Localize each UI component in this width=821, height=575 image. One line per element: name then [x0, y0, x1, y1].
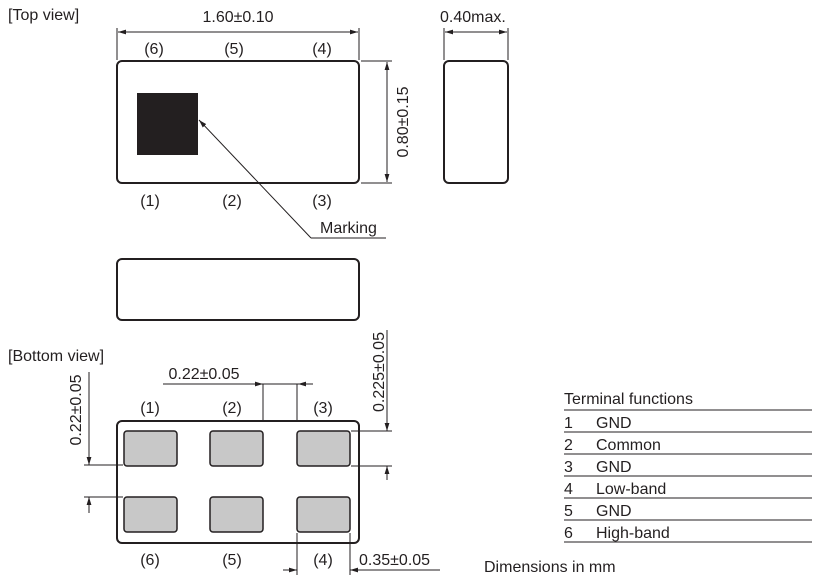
- pad-5: [209, 496, 264, 533]
- top-pin-4: (4): [312, 41, 332, 58]
- marking-square: [137, 93, 198, 155]
- package-side-body: [443, 60, 509, 184]
- table-row: 4 Low-band: [564, 481, 666, 498]
- pad-3: [296, 430, 351, 467]
- top-pin-5: (5): [224, 41, 244, 58]
- terminal-function: Low-band: [596, 481, 666, 498]
- top-pin-1: (1): [140, 193, 160, 210]
- bottom-pin-4: (4): [313, 552, 333, 569]
- terminal-number: 4: [564, 481, 573, 498]
- pad-6: [123, 496, 178, 533]
- bottom-pin-3: (3): [313, 400, 333, 417]
- terminal-number: 2: [564, 437, 573, 454]
- bottom-pin-6: (6): [140, 552, 160, 569]
- terminal-function: GND: [596, 459, 632, 476]
- table-row: 5 GND: [564, 503, 632, 520]
- marking-label: Marking: [320, 220, 377, 237]
- pad-width-dim-label: 0.35±0.05: [359, 552, 430, 569]
- terminal-number: 5: [564, 503, 573, 520]
- pitch-dim-label: 0.22±0.05: [168, 366, 239, 383]
- terminal-function: High-band: [596, 525, 670, 542]
- terminal-number: 1: [564, 415, 573, 432]
- pad-2: [209, 430, 264, 467]
- table-row: 3 GND: [564, 459, 632, 476]
- top-view-title: [Top view]: [8, 7, 79, 24]
- height-dim-label: 0.40max.: [440, 9, 506, 26]
- pad-4: [296, 496, 351, 533]
- units-note: Dimensions in mm: [484, 559, 616, 575]
- top-pin-2: (2): [222, 193, 242, 210]
- terminal-function: GND: [596, 415, 632, 432]
- width-dim-label: 0.80±0.15: [395, 86, 412, 157]
- pad-height-dim-label: 0.22±0.05: [68, 374, 85, 445]
- top-pin-3: (3): [312, 193, 332, 210]
- terminal-table-title: Terminal functions: [564, 391, 693, 408]
- terminal-functions-table: Terminal functions 1 GND 2 Common 3 GND …: [564, 391, 812, 543]
- terminal-number: 3: [564, 459, 573, 476]
- terminal-number: 6: [564, 525, 573, 542]
- top-pin-6: (6): [144, 41, 164, 58]
- terminal-function: GND: [596, 503, 632, 520]
- marking-leader: [198, 119, 312, 239]
- table-row: 6 High-band: [564, 525, 670, 542]
- package-front-body: [116, 258, 360, 321]
- bottom-pin-2: (2): [222, 400, 242, 417]
- bottom-pin-5: (5): [222, 552, 242, 569]
- bottom-view-title: [Bottom view]: [8, 348, 104, 365]
- pad-1: [123, 430, 178, 467]
- table-row: 2 Common: [564, 437, 661, 454]
- bottom-pin-1: (1): [140, 400, 160, 417]
- terminal-function: Common: [596, 437, 661, 454]
- length-dim-label: 1.60±0.10: [202, 9, 273, 26]
- pad-gap-dim-label: 0.225±0.05: [371, 332, 388, 412]
- table-row: 1 GND: [564, 415, 632, 432]
